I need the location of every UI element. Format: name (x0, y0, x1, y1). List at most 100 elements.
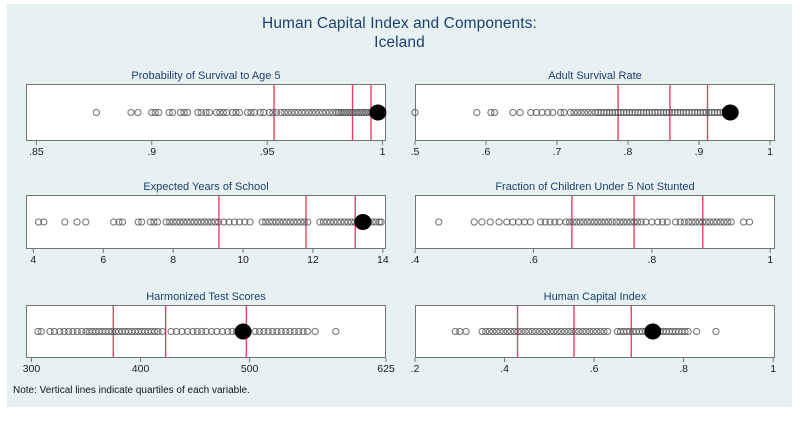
country-point (355, 108, 364, 117)
axis-tick-label: .7 (553, 146, 562, 158)
country-point (495, 218, 503, 226)
country-point (298, 108, 306, 117)
country-point (220, 218, 228, 226)
axis-tick-label: 1 (767, 146, 773, 158)
country-point (330, 218, 338, 226)
country-point (535, 327, 544, 336)
country-point (241, 218, 249, 226)
country-point (197, 218, 205, 226)
country-point (162, 218, 170, 226)
country-point (265, 218, 273, 226)
country-point (50, 327, 59, 336)
country-point (562, 218, 570, 226)
country-point (716, 218, 725, 226)
country-point (344, 218, 352, 226)
country-point (151, 108, 159, 117)
country-point (300, 218, 308, 226)
country-point (478, 218, 486, 226)
country-point (260, 327, 268, 336)
country-point (247, 108, 255, 117)
country-point (510, 327, 519, 336)
panel-adult-survival-rate: Adult Survival Rate .5 .6 .7 .8 .9 1 (403, 69, 787, 158)
country-point (235, 218, 244, 226)
country-point (654, 218, 662, 226)
axis-tick-label: 10 (237, 254, 249, 266)
panel-title: Human Capital Index (543, 291, 647, 303)
country-point (276, 218, 284, 226)
country-point (301, 108, 309, 117)
panel-human-capital-index: Human Capital Index .2 .4 .6 .8 1 (403, 290, 787, 375)
axis-tick-label: .85 (29, 146, 44, 158)
axis-tick-label: 14 (377, 254, 389, 266)
country-point (322, 108, 330, 117)
country-point (251, 327, 259, 336)
panel-expected-years-of-school: Expected Years of School 4 6 8 10 12 14 (14, 180, 398, 266)
country-point (318, 108, 327, 117)
country-point (118, 218, 127, 226)
axis-tick-label: .95 (260, 146, 275, 158)
country-point (594, 218, 602, 226)
country-point (165, 108, 173, 117)
country-point (277, 108, 285, 117)
axis-tick-label: .6 (482, 146, 491, 158)
country-point (219, 108, 227, 117)
axis-tick-label: 8 (170, 254, 176, 266)
country-point (273, 327, 281, 336)
country-point (500, 327, 508, 336)
country-point (92, 108, 101, 117)
country-point (56, 327, 64, 336)
country-point (194, 108, 202, 117)
country-point (332, 108, 341, 117)
axis-tick-label: .5 (411, 146, 420, 158)
graph-title-line2: Iceland (374, 34, 425, 51)
country-point (462, 327, 470, 336)
country-point (202, 108, 210, 117)
country-point (542, 327, 551, 336)
country-point (337, 218, 345, 226)
country-point (333, 218, 342, 226)
country-point (305, 108, 313, 117)
axis-tick-label: 6 (100, 254, 106, 266)
country-point (569, 218, 577, 226)
country-point (490, 108, 499, 117)
country-point (211, 218, 219, 226)
country-point (82, 218, 90, 226)
panel-title: Probability of Survival to Age 5 (131, 70, 281, 82)
country-point (180, 108, 188, 117)
country-point (193, 327, 201, 336)
country-point (269, 108, 277, 117)
country-point (539, 327, 547, 336)
country-point (684, 327, 692, 336)
strip-plot-not-stunted: .4 .6 .8 1 (411, 195, 775, 266)
panel-title: Fraction of Children Under 5 Not Stunted (495, 181, 695, 193)
country-point (681, 327, 689, 336)
country-point (341, 108, 350, 117)
country-point (348, 108, 357, 117)
country-point (169, 218, 177, 226)
country-point (637, 218, 645, 226)
country-point (205, 108, 214, 117)
country-point (281, 327, 290, 336)
country-point (172, 327, 181, 336)
country-point (557, 327, 565, 336)
country-point (570, 108, 578, 117)
axis-tick-label: .4 (500, 363, 509, 375)
country-point (671, 218, 680, 226)
country-point (340, 218, 349, 226)
axis-tick-label: 1 (380, 146, 386, 158)
country-point (34, 327, 42, 336)
country-point (507, 327, 515, 336)
panel-title: Adult Survival Rate (548, 70, 642, 82)
country-point (158, 327, 167, 336)
country-point (262, 218, 270, 226)
country-point (189, 327, 197, 336)
country-point (486, 218, 494, 226)
country-point (235, 108, 244, 117)
country-point (566, 108, 575, 117)
country-point (485, 327, 493, 336)
strip-plot-adult-survival: .5 .6 .7 .8 .9 1 (411, 84, 775, 158)
country-point (585, 327, 594, 336)
country-point (197, 108, 206, 117)
country-point (556, 108, 565, 117)
country-point (299, 327, 307, 336)
